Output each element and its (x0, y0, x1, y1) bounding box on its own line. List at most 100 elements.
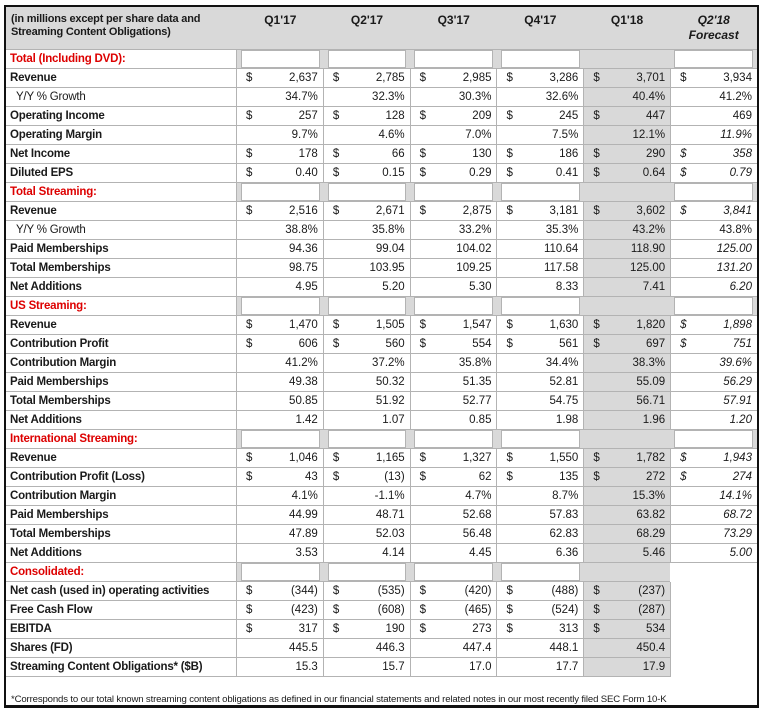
cell-value: 5.20 (382, 281, 405, 293)
cell-value: 1,782 (636, 452, 666, 464)
column-header-label: Q1'17 (264, 13, 297, 27)
value-cell: 62.83 (497, 525, 585, 544)
table-row: Total Memberships 98.75 103.95 109.25 117.58… (6, 259, 757, 278)
cell-value: 448.1 (549, 642, 579, 654)
cell-value: 1.20 (729, 414, 752, 426)
value-cell: $ (420) (410, 582, 498, 601)
table-row: Contribution Profit $606 $560 $554 $561 $697 $… (6, 335, 757, 354)
row-label: Paid Memberships (6, 240, 237, 259)
cell-value: 358 (732, 148, 752, 160)
dollar-sign: $ (506, 338, 513, 350)
empty-cell (497, 430, 584, 449)
value-cell: $190 (323, 620, 411, 639)
table-row: Net Additions 3.53 4.14 4.45 6.36 5.46 5.00 (6, 544, 757, 563)
cell-value: 178 (298, 148, 318, 160)
value-cell: $2,516 (237, 202, 324, 221)
value-cell: $ (535) (323, 582, 411, 601)
dollar-sign: $ (332, 604, 340, 616)
value-cell: $2,985 (410, 69, 498, 88)
value-cell: $ (344) (237, 582, 324, 601)
value-cell: 41.2% (671, 88, 757, 107)
cell-value: 1,165 (375, 452, 405, 464)
cell-value: 48.71 (375, 509, 405, 521)
table-row: Net Additions 1.42 1.07 0.85 1.98 1.96 1.20 (6, 411, 757, 430)
table-row: Shares (FD) 445.5 446.3 447.4 448.1 450.4 (6, 639, 757, 658)
value-cell: 15.3% (584, 487, 672, 506)
dollar-sign: $ (593, 205, 600, 217)
cell-value: 2,875 (462, 205, 492, 217)
value-cell: 68.29 (584, 525, 672, 544)
section-row: US Streaming: (6, 297, 757, 316)
cell-value: 63.82 (636, 509, 666, 521)
value-cell: 469 (671, 107, 757, 126)
value-cell: $1,165 (323, 449, 411, 468)
cell-value: 313 (559, 623, 579, 635)
cell-value: 30.3% (458, 91, 492, 103)
value-cell: $1,550 (497, 449, 585, 468)
dollar-sign: $ (593, 452, 600, 464)
cell-value: 99.04 (375, 243, 405, 255)
value-cell: $209 (410, 107, 498, 126)
empty-cell-box (241, 297, 320, 315)
cell-value: 317 (298, 623, 318, 635)
cell-value: 66 (391, 148, 405, 160)
cell-value: 32.6% (545, 91, 579, 103)
row-label: Y/Y % Growth (6, 221, 237, 240)
cell-value: 57.83 (549, 509, 579, 521)
row-label: Revenue (6, 202, 237, 221)
financial-summary-table: (in millions except per share data and St… (4, 5, 759, 708)
dollar-sign: $ (246, 623, 253, 635)
value-cell: 68.72 (671, 506, 757, 525)
cell-value: 103.95 (369, 262, 405, 274)
cell-value: 128 (385, 110, 405, 122)
cell-value: 15.3% (632, 490, 666, 502)
value-cell: 51.92 (323, 392, 411, 411)
table-row: Total Memberships 47.89 52.03 56.48 62.83 68.… (6, 525, 757, 544)
value-cell: 1.07 (323, 411, 411, 430)
value-cell: $ (608) (323, 601, 411, 620)
value-cell: 14.1% (671, 487, 757, 506)
value-cell: 5.00 (671, 544, 757, 563)
dollar-sign: $ (246, 148, 253, 160)
table-row: Revenue $1,046 $1,165 $1,327 $1,550 $1,782 $1,… (6, 449, 757, 468)
dollar-sign: $ (332, 319, 340, 331)
table-row: Net Income $178 $66 $130 $186 $290 $358 (6, 145, 757, 164)
cell-value: 186 (559, 148, 579, 160)
value-cell: 7.5% (497, 126, 585, 145)
cell-value: 450.4 (636, 642, 666, 654)
empty-cell (583, 183, 671, 202)
value-cell: 4.6% (323, 126, 411, 145)
row-label: Net cash (used in) operating activities (6, 582, 237, 601)
cell-value: 447 (645, 110, 666, 122)
empty-cell (410, 183, 498, 202)
cell-value: 52.81 (549, 376, 579, 388)
section-row: Total Streaming: (6, 183, 757, 202)
cell-value: 6.20 (729, 281, 752, 293)
dollar-sign: $ (332, 452, 340, 464)
cell-value: 50.85 (289, 395, 318, 407)
cell-value: 35.8% (372, 224, 405, 236)
cell-value: 117.58 (543, 262, 579, 274)
cell-value: (287) (638, 604, 666, 616)
table-title: (in millions except per share data and St… (6, 7, 237, 49)
cell-value: 11.9% (720, 129, 752, 141)
value-cell: 6.36 (497, 544, 585, 563)
value-cell: 98.75 (237, 259, 324, 278)
dollar-sign: $ (593, 110, 600, 122)
value-cell: 38.3% (584, 354, 672, 373)
cell-value: 109.25 (456, 262, 492, 274)
value-cell: $534 (584, 620, 672, 639)
empty-cell-box (327, 430, 407, 448)
cell-value: 9.7% (291, 129, 318, 141)
table-row: EBITDA $317 $190 $273 $313 $534 (6, 620, 757, 639)
table-row: Contribution Margin 4.1% -1.1% 4.7% 8.7% 15.3… (6, 487, 757, 506)
empty-cell (410, 50, 498, 69)
dollar-sign: $ (593, 148, 600, 160)
table-row: Revenue $2,637 $2,785 $2,985 $3,286 $3,701 $3,… (6, 69, 757, 88)
dollar-sign: $ (332, 623, 340, 635)
cell-value: 43.2% (632, 224, 666, 236)
value-cell: 40.4% (584, 88, 672, 107)
empty-cell (323, 563, 411, 582)
dollar-sign: $ (332, 205, 340, 217)
value-cell: $0.15 (323, 164, 411, 183)
